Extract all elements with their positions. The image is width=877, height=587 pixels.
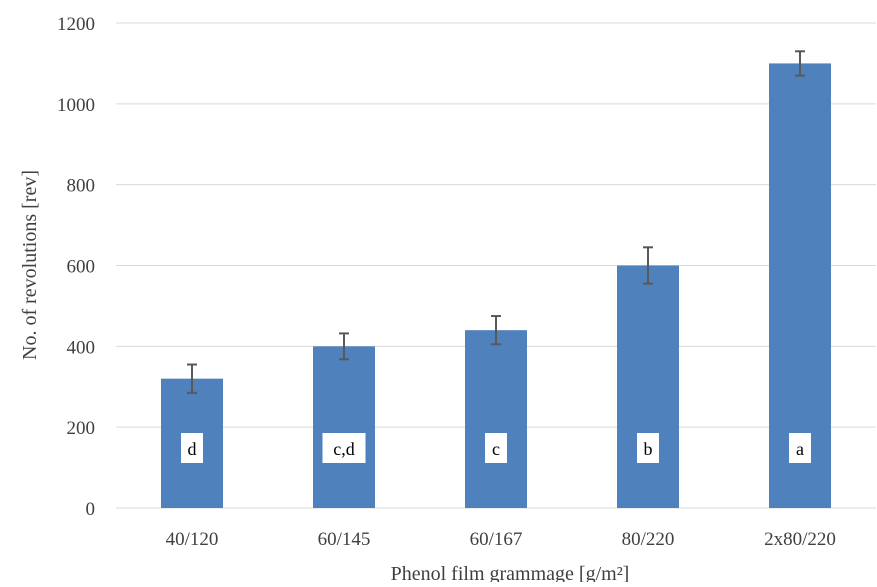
y-tick-label: 200 [67, 418, 96, 439]
error-bar [643, 246, 653, 285]
y-tick-label: 600 [67, 257, 96, 278]
y-tick-label: 1000 [57, 95, 95, 116]
x-axis-tick-labels: 40/120 60/145 60/167 80/220 2x80/220 [166, 529, 836, 550]
error-bar [187, 363, 197, 394]
significance-label-box [637, 433, 659, 463]
y-tick-label: 800 [67, 176, 96, 197]
significance-label-box [485, 433, 507, 463]
x-tick-label: 60/167 [470, 529, 523, 550]
x-axis-title: Phenol film grammage [g/m²] [391, 563, 630, 582]
bar [465, 330, 527, 508]
y-tick-label: 0 [86, 499, 96, 520]
bars [161, 63, 831, 509]
y-axis-tick-labels: 0 200 400 600 800 1000 1200 [57, 14, 95, 520]
x-tick-label: 40/120 [166, 529, 219, 550]
x-tick-label: 2x80/220 [764, 529, 836, 550]
bar [617, 265, 679, 508]
significance-label: c,d [333, 439, 355, 459]
bar [313, 346, 375, 508]
y-tick-label: 1200 [57, 14, 95, 35]
significance-label-box [181, 433, 203, 463]
x-tick-label: 80/220 [622, 529, 675, 550]
significance-label: c [492, 439, 500, 459]
y-tick-label: 400 [67, 337, 96, 358]
significance-label-box [322, 433, 366, 463]
error-bar [339, 332, 349, 361]
error-bar [795, 50, 805, 77]
significance-label: d [188, 439, 197, 459]
y-axis-title: No. of revolutions [rev] [19, 170, 41, 360]
x-tick-label: 60/145 [318, 529, 371, 550]
error-bar [491, 315, 501, 346]
significance-label-box [789, 433, 811, 463]
significance-labels: d c,d c b a [181, 433, 811, 463]
significance-label: a [796, 439, 804, 459]
significance-label: b [644, 439, 653, 459]
error-bars [187, 50, 805, 394]
